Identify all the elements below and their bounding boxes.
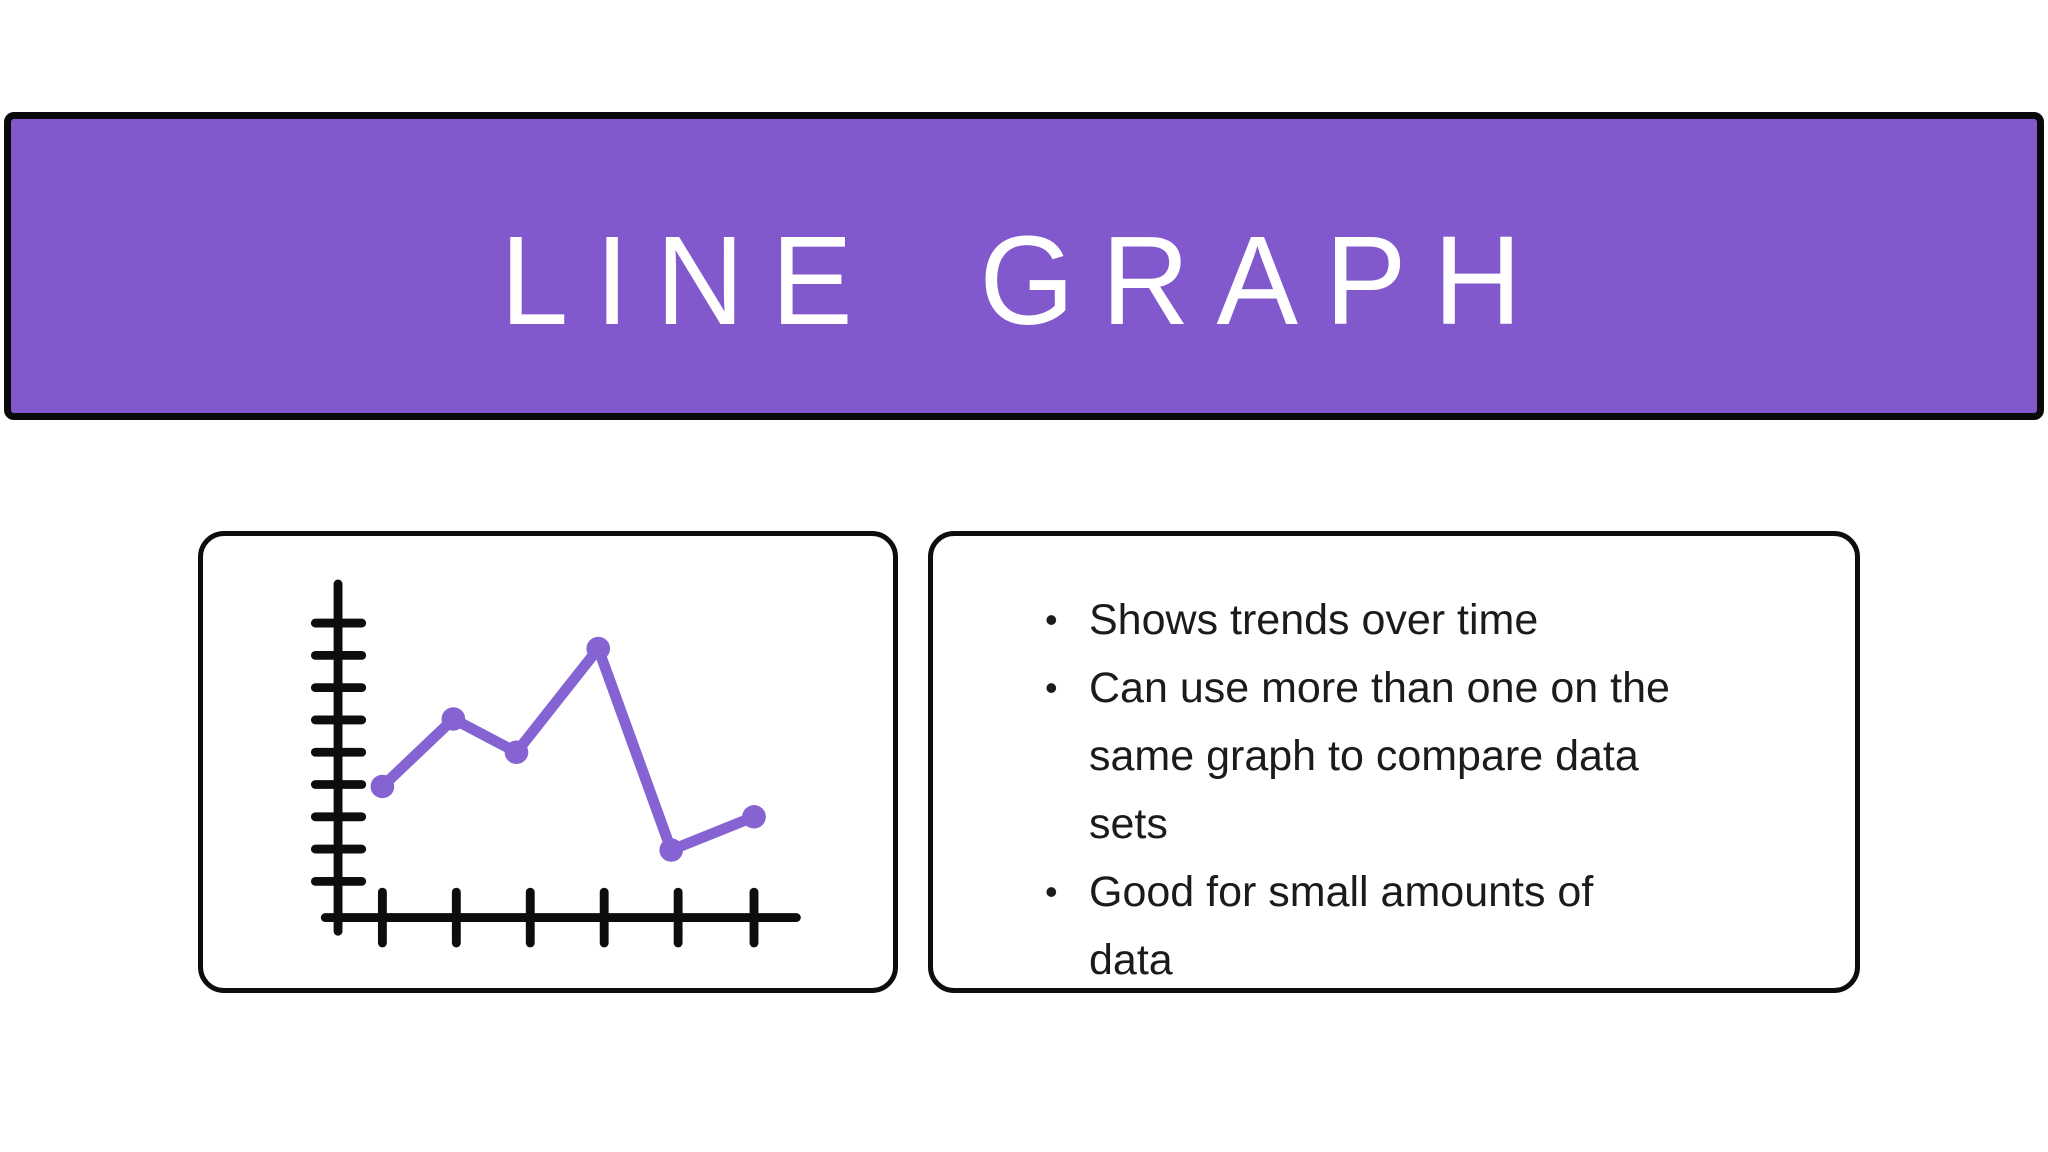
list-item: • Shows trends over time — [1045, 586, 1797, 654]
bullet-icon: • — [1045, 667, 1058, 708]
bullet-text-line: same graph to compare data — [1089, 732, 1639, 780]
list-item: • Good for small amounts of data — [1045, 858, 1797, 994]
bullet-text-line: sets — [1089, 800, 1168, 848]
page-title: LINE GRAPH — [499, 210, 1549, 351]
bullet-text-line: Good for small amounts of — [1089, 868, 1594, 916]
list-item: • Can use more than one on the same grap… — [1045, 654, 1797, 858]
bullet-text-line: data — [1089, 936, 1173, 984]
title-banner: LINE GRAPH — [4, 112, 2044, 420]
line-graph-icon-card — [198, 531, 898, 993]
bullet-icon: • — [1045, 871, 1058, 912]
line-graph-icon — [310, 579, 801, 948]
bullet-list: • Shows trends over time • Can use more … — [1045, 586, 1797, 994]
info-card: • Shows trends over time • Can use more … — [928, 531, 1860, 993]
bullet-text-line: Can use more than one on the — [1089, 664, 1670, 712]
bullet-text-line: Shows trends over time — [1089, 596, 1539, 644]
bullet-icon: • — [1045, 599, 1058, 640]
